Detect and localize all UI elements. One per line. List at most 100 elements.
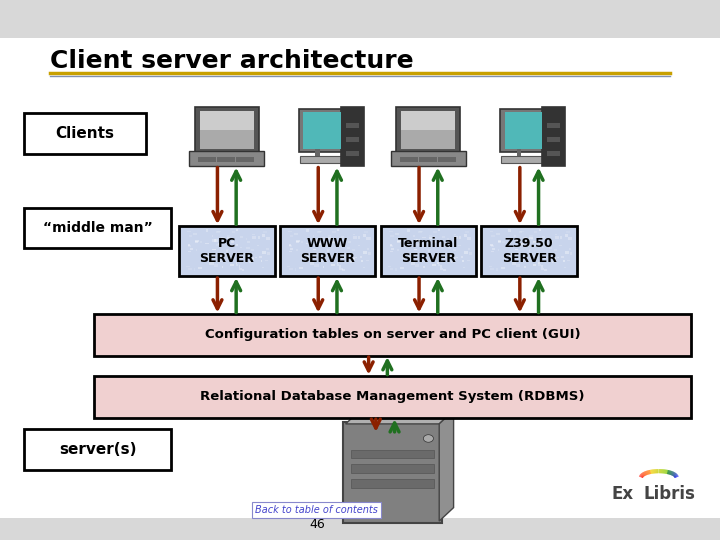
Bar xyxy=(397,241,400,243)
Bar xyxy=(423,266,425,268)
Bar xyxy=(287,266,290,267)
FancyBboxPatch shape xyxy=(94,314,691,356)
Bar xyxy=(341,247,343,248)
Bar xyxy=(441,247,444,248)
Bar xyxy=(251,249,254,251)
Bar xyxy=(217,231,222,232)
Bar xyxy=(339,265,341,268)
Bar xyxy=(461,256,463,258)
Bar xyxy=(517,239,518,241)
Bar xyxy=(266,248,269,251)
Bar xyxy=(188,268,192,270)
FancyBboxPatch shape xyxy=(24,113,146,154)
Bar xyxy=(346,151,359,156)
Bar xyxy=(491,251,494,253)
Bar xyxy=(310,254,315,256)
Bar xyxy=(366,238,371,240)
Bar xyxy=(419,231,423,232)
Bar xyxy=(490,268,494,270)
Text: Ex: Ex xyxy=(611,485,634,503)
Bar xyxy=(364,231,368,233)
Bar xyxy=(438,264,440,266)
Bar xyxy=(206,253,210,255)
Bar xyxy=(523,237,527,238)
Bar xyxy=(388,266,391,267)
Bar xyxy=(512,254,516,256)
Bar xyxy=(235,262,238,265)
Bar xyxy=(206,230,208,232)
Bar xyxy=(508,230,510,232)
Bar xyxy=(414,248,417,251)
Bar xyxy=(243,253,245,255)
Bar xyxy=(263,234,265,237)
Bar xyxy=(395,268,397,271)
Bar xyxy=(200,241,202,244)
Bar xyxy=(339,268,343,271)
Bar xyxy=(240,247,242,248)
Bar xyxy=(437,262,439,265)
Bar xyxy=(341,237,344,238)
Bar xyxy=(433,242,436,244)
Bar xyxy=(236,264,238,266)
Bar xyxy=(262,267,264,268)
Bar xyxy=(198,267,202,269)
Bar xyxy=(229,238,230,240)
Bar xyxy=(313,239,316,242)
Polygon shape xyxy=(439,410,454,521)
Bar xyxy=(310,262,315,265)
Bar xyxy=(231,242,234,244)
Bar xyxy=(210,254,214,256)
Bar xyxy=(529,235,533,237)
Bar xyxy=(518,244,521,246)
Bar xyxy=(246,258,247,260)
FancyBboxPatch shape xyxy=(343,422,442,523)
Bar xyxy=(303,112,341,148)
Bar xyxy=(529,237,533,239)
Bar xyxy=(416,239,420,242)
Bar xyxy=(428,249,431,250)
Bar xyxy=(348,241,351,243)
Bar xyxy=(259,256,261,258)
Bar xyxy=(253,236,256,239)
Bar xyxy=(359,237,360,239)
Bar xyxy=(447,258,449,260)
Bar xyxy=(418,244,420,246)
Bar xyxy=(330,238,331,240)
Bar xyxy=(297,249,298,251)
Bar xyxy=(411,254,415,256)
Bar xyxy=(402,241,404,244)
Bar xyxy=(459,245,461,246)
Bar xyxy=(341,256,344,259)
Bar xyxy=(563,260,565,262)
Bar xyxy=(0,518,720,540)
Bar xyxy=(423,237,426,238)
Bar xyxy=(400,157,418,162)
FancyBboxPatch shape xyxy=(94,376,691,418)
Bar xyxy=(307,253,310,255)
Bar xyxy=(337,230,339,231)
Bar xyxy=(542,237,546,238)
Bar xyxy=(231,241,234,242)
Text: WWW
SERVER: WWW SERVER xyxy=(300,237,355,265)
FancyBboxPatch shape xyxy=(481,226,577,276)
Bar xyxy=(230,265,234,266)
Bar xyxy=(296,241,300,243)
Bar xyxy=(212,239,215,242)
Bar xyxy=(539,264,541,266)
Bar xyxy=(566,231,570,233)
Bar xyxy=(255,257,256,258)
Bar xyxy=(189,246,192,247)
Bar xyxy=(452,261,455,264)
Bar xyxy=(428,237,432,239)
Bar xyxy=(363,251,367,254)
Bar xyxy=(517,149,521,156)
Bar xyxy=(318,259,323,260)
Bar xyxy=(397,240,400,242)
FancyBboxPatch shape xyxy=(189,151,264,166)
Bar xyxy=(570,252,572,255)
Bar xyxy=(210,262,214,265)
Bar xyxy=(322,237,325,238)
Bar xyxy=(301,241,303,244)
Bar xyxy=(351,261,354,264)
Bar xyxy=(194,268,195,271)
